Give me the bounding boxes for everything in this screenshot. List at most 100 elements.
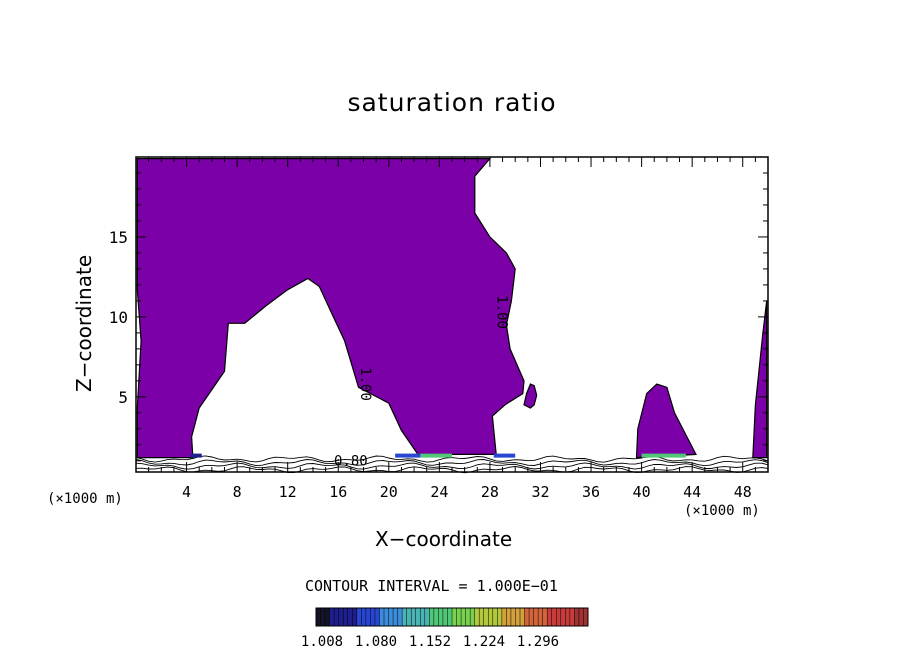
colorbar-cell [320, 608, 326, 626]
colored-contour-band [190, 453, 202, 458]
x-unit-left: (×1000 m) [47, 491, 123, 507]
x-tick-label: 20 [380, 483, 398, 501]
colorbar-cell [365, 608, 371, 626]
colorbar-cell [547, 608, 553, 626]
colorbar-cell [578, 608, 584, 626]
colored-contour-band [395, 453, 421, 458]
colorbar-cell [492, 608, 498, 626]
colorbar-cell [347, 608, 353, 626]
colorbar-cell [565, 608, 571, 626]
colorbar-cell [397, 608, 403, 626]
colorbar-cell [429, 608, 435, 626]
colorbar-tick-label: 1.152 [409, 634, 451, 650]
colorbar-cell [447, 608, 453, 626]
chart-title: saturation ratio [347, 88, 557, 117]
region-left-upper-mass [136, 158, 525, 459]
x-tick-label: 24 [430, 483, 448, 501]
supersaturation-fill-layer [136, 158, 768, 459]
x-tick-label: 36 [582, 483, 600, 501]
colorbar-frame [315, 607, 589, 627]
colorbar-cell [556, 608, 562, 626]
y-axis-label: Z−coordinate [72, 254, 96, 392]
colorbar-cell [465, 608, 471, 626]
colorbar-cell [461, 608, 467, 626]
colorbar-cell [497, 608, 503, 626]
colorbar-cell [415, 608, 421, 626]
x-axis-label: X−coordinate [375, 527, 513, 551]
colorbar-cell [474, 608, 480, 626]
colorbar-cell [379, 608, 385, 626]
colorbar-cell [438, 608, 444, 626]
colorbar-cell [420, 608, 426, 626]
colorbar-cell [483, 608, 489, 626]
colored-contour-band [493, 453, 516, 458]
colorbar-cell [479, 608, 485, 626]
colorbar-tick-label: 1.008 [301, 634, 343, 650]
colorbar-cell [370, 608, 376, 626]
colorbar-cell [538, 608, 544, 626]
x-tick-label: 28 [481, 483, 499, 501]
colorbar-cell [560, 608, 566, 626]
colorbar-cell [338, 608, 344, 626]
colorbar-cell [329, 608, 335, 626]
colorbar-cell [325, 608, 331, 626]
colorbar-cell [515, 608, 521, 626]
colorbar-cell [393, 608, 399, 626]
colorbar-cell [442, 608, 448, 626]
colorbar-cell [574, 608, 580, 626]
colorbar-cell [361, 608, 367, 626]
colorbar-cell [424, 608, 430, 626]
colorbar-cell [501, 608, 507, 626]
colorbar-cell [384, 608, 390, 626]
colorbar-cell [470, 608, 476, 626]
colorbar-cell [316, 608, 322, 626]
colorbar-cell [388, 608, 394, 626]
contour-label: 1.00 [494, 295, 510, 329]
colorbar-cell [456, 608, 462, 626]
colorbar-tick-label: 1.080 [355, 634, 397, 650]
colorbar-cell [510, 608, 516, 626]
colorbar: 1.008 1.080 1.152 1.224 1.296 [301, 607, 589, 650]
x-tick-label: 12 [279, 483, 297, 501]
contour-label: 1.00 [357, 367, 373, 401]
colorbar-cell [356, 608, 362, 626]
colorbar-cell [533, 608, 539, 626]
x-tick-label: 44 [683, 483, 701, 501]
colorbar-cell [488, 608, 494, 626]
x-axis-ticks: 4 8 12 16 20 24 28 32 36 40 44 48 [148, 157, 756, 501]
colorbar-cell [520, 608, 526, 626]
colorbar-cell [411, 608, 417, 626]
colorbar-cell [402, 608, 408, 626]
colorbar-cell [374, 608, 380, 626]
colorbar-tick-label: 1.224 [463, 634, 505, 650]
colorbar-cell [506, 608, 512, 626]
colorbar-cell [433, 608, 439, 626]
x-unit-right: (×1000 m) [684, 503, 760, 519]
colored-contour-band [420, 453, 452, 458]
colorbar-cell [551, 608, 557, 626]
colorbar-cell [334, 608, 340, 626]
contour-line [135, 459, 769, 467]
y-tick-label: 10 [109, 308, 128, 327]
region-right-edge-strip [752, 300, 768, 459]
y-tick-label: 5 [118, 388, 128, 407]
y-axis-ticks: 5 10 15 [109, 172, 768, 462]
colorbar-cell [583, 608, 589, 626]
region-small-blob-x32 [523, 383, 538, 409]
x-tick-label: 48 [734, 483, 752, 501]
colorbar-cell [352, 608, 358, 626]
x-tick-label: 16 [329, 483, 347, 501]
colorbar-cell [529, 608, 535, 626]
region-blob-x41 [635, 383, 697, 459]
x-tick-label: 8 [233, 483, 242, 501]
x-tick-label: 32 [531, 483, 549, 501]
x-tick-label: 4 [182, 483, 191, 501]
colorbar-tick-label: 1.296 [517, 634, 559, 650]
colorbar-cell [542, 608, 548, 626]
x-tick-label: 40 [633, 483, 651, 501]
colorbar-cell [452, 608, 458, 626]
colorbar-cell [406, 608, 412, 626]
colorbar-cell [524, 608, 530, 626]
contour-interval-label: CONTOUR INTERVAL = 1.000E−01 [305, 577, 558, 595]
